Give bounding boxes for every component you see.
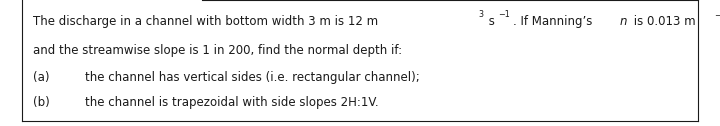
Text: (b): (b) <box>33 96 50 109</box>
Text: . If Manning’s: . If Manning’s <box>513 15 596 28</box>
Text: and the streamwise slope is 1 in 200, find the normal depth if:: and the streamwise slope is 1 in 200, fi… <box>33 44 402 57</box>
Text: (a): (a) <box>33 71 50 84</box>
Text: s: s <box>485 15 495 28</box>
Text: is 0.013 m: is 0.013 m <box>630 15 696 28</box>
Text: the channel is trapezoidal with side slopes 2H:1V.: the channel is trapezoidal with side slo… <box>85 96 379 109</box>
Text: n: n <box>620 15 628 28</box>
Text: The discharge in a channel with bottom width 3 m is 12 m: The discharge in a channel with bottom w… <box>33 15 378 28</box>
Text: −1: −1 <box>498 10 509 19</box>
Text: the channel has vertical sides (i.e. rectangular channel);: the channel has vertical sides (i.e. rec… <box>85 71 420 84</box>
Text: −1/3: −1/3 <box>714 10 720 19</box>
Text: 3: 3 <box>479 10 483 19</box>
